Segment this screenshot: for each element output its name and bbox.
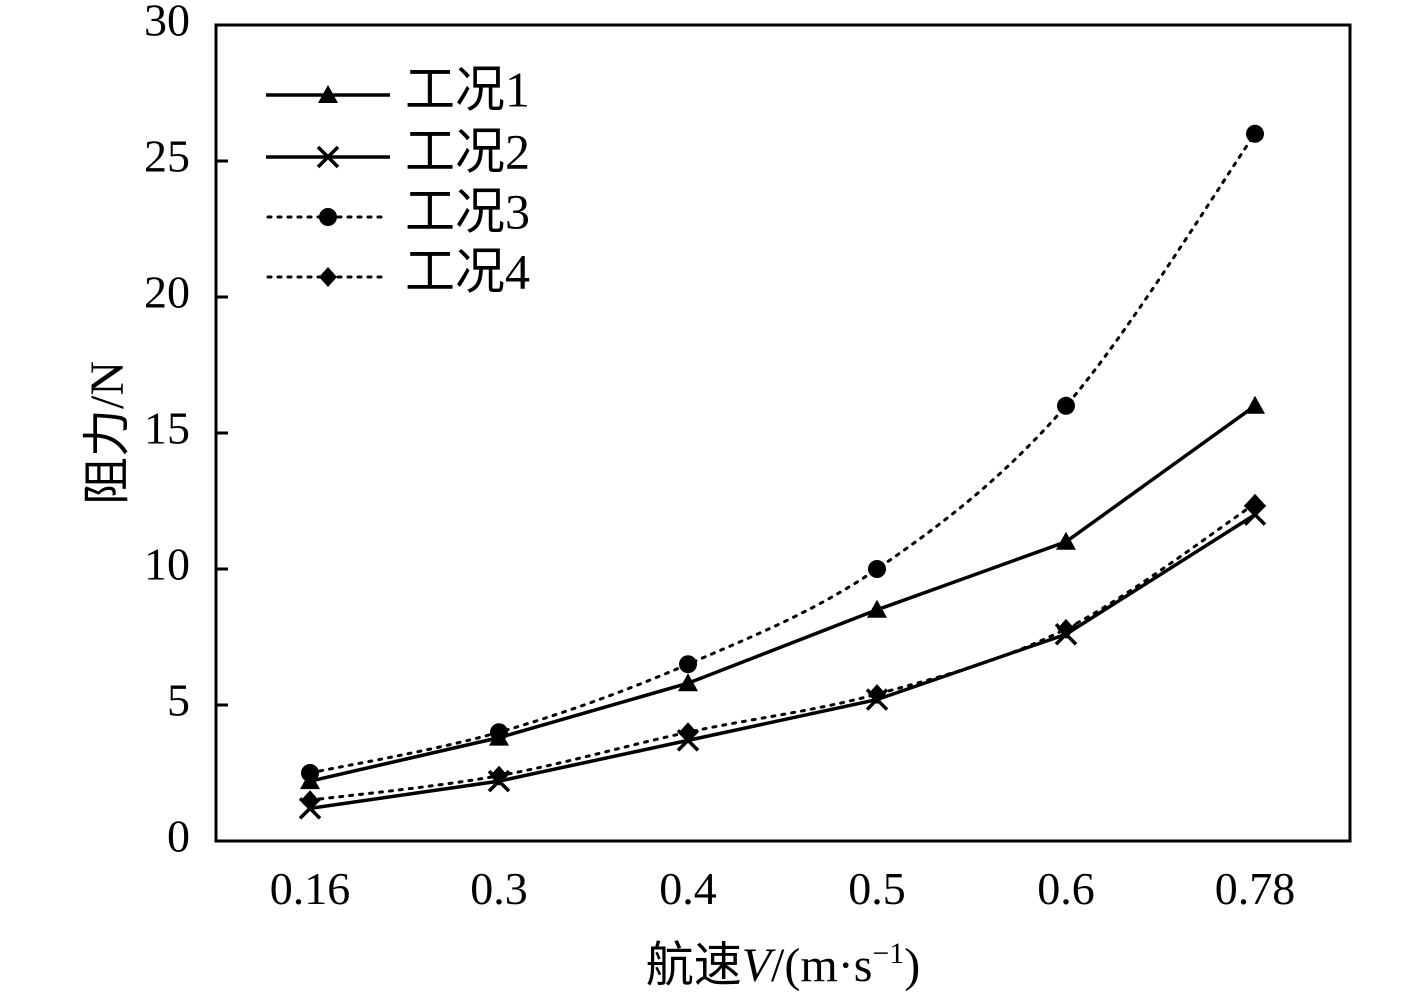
legend-label: 工况4: [405, 243, 530, 299]
legend-marker: [319, 267, 337, 287]
legend-label: 工况2: [405, 123, 530, 179]
x-axis-label-superscript: −1: [872, 937, 904, 970]
data-point: [1243, 503, 1267, 526]
legend-item-2: 工况2: [266, 123, 530, 179]
data-point: [867, 599, 887, 618]
data-point: [868, 684, 886, 705]
x-tick-label: 0.6: [1037, 863, 1095, 914]
series-4: [301, 493, 1264, 811]
x-tick-label: 0.16: [270, 863, 351, 914]
legend-marker: [319, 208, 337, 226]
y-axis: 0 5 10 15 20 25 30: [144, 0, 228, 862]
legend-item-3: 工况3: [266, 183, 530, 239]
x-tick-label: 0.5: [848, 863, 906, 914]
y-tick-label: 5: [167, 675, 190, 726]
x-axis-label-suffix: /(m·s: [771, 939, 872, 992]
y-axis-label: 阻力/N: [81, 361, 134, 505]
data-point: [1057, 396, 1075, 415]
series-line: [308, 502, 1257, 802]
data-point: [679, 655, 697, 674]
x-axis-label-prefix: 航速: [646, 939, 742, 992]
data-point: [868, 560, 886, 578]
data-point: [679, 722, 697, 743]
x-tick-label: 0.4: [659, 863, 717, 914]
data-point: [1245, 395, 1265, 414]
series-1: [300, 395, 1265, 790]
data-point: [1056, 531, 1076, 550]
x-marker-stroke: [1243, 503, 1267, 526]
x-axis-label-close: ): [904, 939, 920, 992]
x-tick-label: 0.78: [1215, 863, 1296, 914]
series-line: [309, 404, 1257, 783]
y-tick-label: 25: [144, 131, 190, 182]
x-axis-label: 航速V/(m·s−1): [646, 937, 921, 992]
legend-label: 工况3: [405, 183, 530, 239]
data-point: [490, 765, 508, 786]
legend-item-4: 工况4: [266, 243, 530, 299]
series-2: [298, 503, 1267, 820]
legend-label: 工况1: [405, 61, 530, 117]
y-tick-label: 0: [167, 811, 190, 862]
series-layer: [298, 124, 1267, 820]
legend-marker: [316, 145, 340, 169]
series-3: [301, 124, 1264, 782]
y-tick-label: 20: [144, 267, 190, 318]
x-axis-label-variable: V: [742, 939, 776, 992]
data-point: [1246, 124, 1264, 143]
legend-marker: [318, 85, 338, 103]
y-tick-label: 15: [144, 403, 190, 454]
data-point: [301, 790, 319, 811]
y-tick-label: 10: [144, 539, 190, 590]
x-marker-stroke: [316, 145, 340, 169]
data-point: [490, 723, 508, 742]
data-point: [1057, 618, 1075, 639]
data-point: [678, 673, 698, 692]
x-tick-label: 0.3: [470, 863, 528, 914]
data-point: [1246, 493, 1264, 514]
y-tick-label: 30: [144, 0, 190, 46]
x-axis: 0.16 0.3 0.4 0.5 0.6 0.78: [270, 863, 1296, 914]
legend-item-1: 工况1: [266, 61, 530, 117]
data-point: [301, 764, 319, 782]
series-line: [309, 513, 1256, 811]
